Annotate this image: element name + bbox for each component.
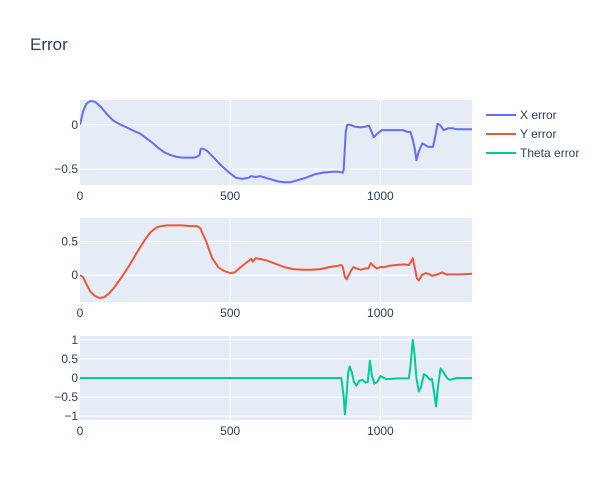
legend-label: Y error	[520, 127, 556, 141]
series-line-theta-error	[80, 338, 472, 416]
x-tick-label: 500	[220, 424, 240, 438]
x-tick-label: 0	[77, 424, 84, 438]
subplot-2: 0 500 1000 0.5 0	[61, 218, 472, 320]
x-tick-label: 1000	[367, 189, 394, 203]
x-tick-label: 1000	[367, 424, 394, 438]
legend-item-theta-error[interactable]: Theta error	[486, 146, 579, 160]
subplot-1: 0 500 1000 0 −0.5	[54, 100, 472, 203]
y-tick-label: 0	[71, 118, 78, 132]
legend[interactable]: X error Y error Theta error	[486, 108, 579, 160]
y-tick-label: 0.5	[61, 352, 78, 366]
legend-label: X error	[520, 108, 557, 122]
legend-item-y-error[interactable]: Y error	[486, 127, 556, 141]
x-tick-label: 0	[77, 306, 84, 320]
x-tick-label: 1000	[367, 306, 394, 320]
series-line-y-error	[80, 224, 472, 299]
subplots: 0 500 1000 0 −0.5 0 500 1000 0.5 0 0 500 1000 1 0.5 0 −0…	[54, 100, 472, 438]
plot-background	[80, 218, 472, 302]
legend-item-x-error[interactable]: X error	[486, 108, 557, 122]
x-tick-label: 500	[220, 306, 240, 320]
subplot-3: 0 500 1000 1 0.5 0 −0.5 −1	[54, 333, 472, 438]
x-tick-label: 500	[220, 189, 240, 203]
y-tick-label: 1	[71, 333, 78, 347]
y-tick-label: −0.5	[54, 390, 78, 404]
chart-title: Error	[30, 35, 68, 54]
y-tick-label: 0.5	[61, 235, 78, 249]
y-tick-label: 0	[71, 268, 78, 282]
y-tick-label: 0	[71, 371, 78, 385]
x-tick-label: 0	[77, 189, 84, 203]
y-tick-label: −1	[64, 409, 78, 423]
plot-background	[80, 100, 472, 185]
legend-label: Theta error	[520, 146, 579, 160]
series-line-x-error	[80, 100, 472, 184]
y-tick-label: −0.5	[54, 162, 78, 176]
